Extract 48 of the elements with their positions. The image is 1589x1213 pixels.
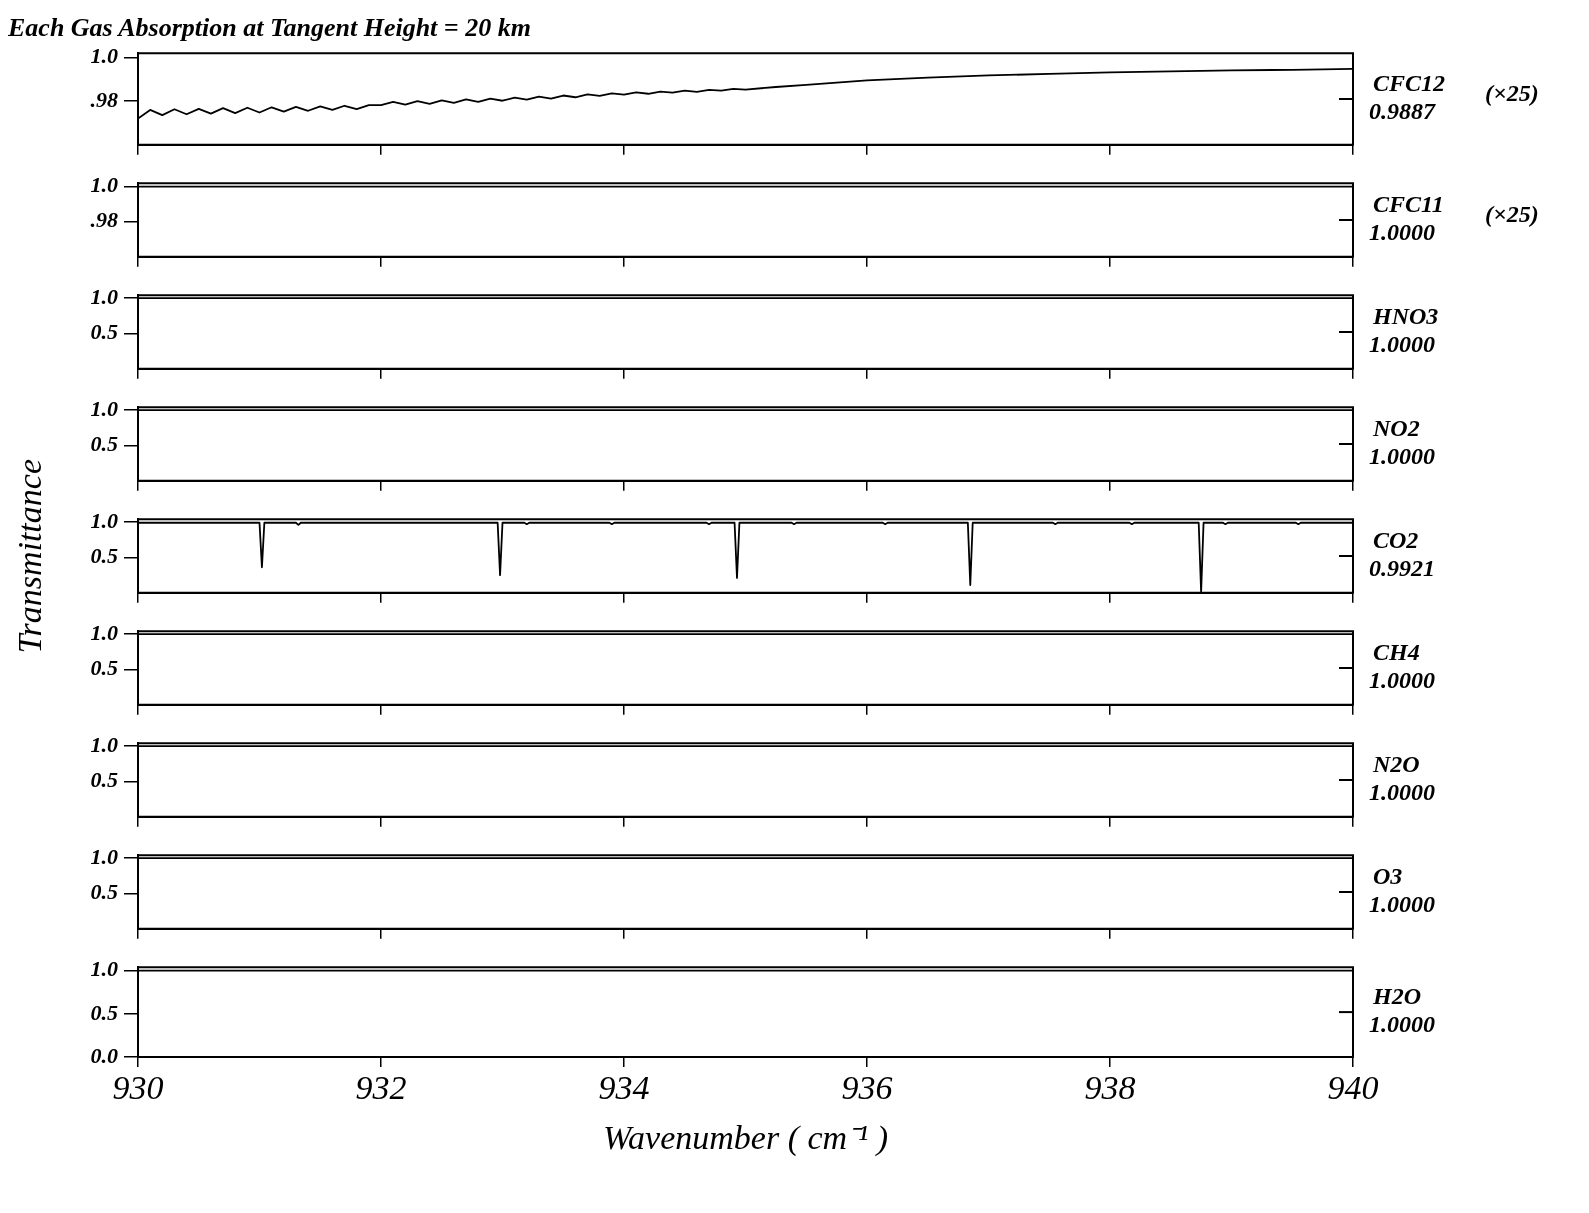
y-tick-label: .98 [90, 207, 118, 233]
y-tick-label: 1.0 [90, 843, 118, 869]
y-tick-label: 0.5 [90, 319, 118, 345]
y-tick-label: 0.5 [90, 655, 118, 681]
y-tick-label: 1.0 [90, 283, 118, 309]
text: 0.9887 [1369, 98, 1436, 125]
text: 1.0000 [1369, 331, 1435, 358]
x-tick-label: 938 [1084, 1069, 1136, 1107]
x-tick-label: 940 [1327, 1069, 1379, 1107]
legend-label: CFC12 [1373, 70, 1446, 97]
text: 1.0000 [1369, 1011, 1435, 1038]
y-tick-label: 1.0 [90, 43, 118, 69]
y-tick-label: 0.0 [90, 1042, 118, 1068]
y-tick-label: 1.0 [90, 956, 118, 982]
legend-label: CO2 [1373, 527, 1419, 554]
chart-title: Each Gas Absorption at Tangent Height = 20 km [7, 13, 531, 43]
x-axis-title: Wavenumber ( cm⁻¹ ) [602, 1118, 889, 1157]
x-tick-label: 932 [355, 1069, 407, 1107]
x-tick-label: 930 [112, 1069, 164, 1107]
text: 0.9921 [1369, 555, 1435, 582]
text: 1.0000 [1369, 667, 1435, 694]
y-tick-label: 1.0 [90, 619, 118, 645]
y-tick-label: 0.5 [90, 431, 118, 457]
y-tick-label: 0.5 [90, 879, 118, 905]
legend-label: O3 [1373, 863, 1403, 890]
y-tick-label: 0.5 [90, 999, 118, 1025]
text: 1.0000 [1369, 891, 1435, 918]
text: (×25) [1485, 201, 1539, 228]
text: 1.0000 [1369, 443, 1435, 470]
y-tick-label: 1.0 [90, 507, 118, 533]
x-tick-label: 936 [841, 1069, 893, 1107]
y-tick-label: 1.0 [90, 395, 118, 421]
x-tick-label: 934 [598, 1069, 650, 1107]
y-tick-label: 1.0 [90, 172, 118, 198]
y-tick-label: 1.0 [90, 731, 118, 757]
legend-label: HNO3 [1372, 303, 1439, 330]
text: 1.0000 [1369, 219, 1435, 246]
legend-label: CH4 [1373, 639, 1420, 666]
legend-label: N2O [1372, 751, 1420, 778]
y-tick-label: .98 [90, 86, 118, 112]
text: 1.0000 [1369, 779, 1435, 806]
legend-label: CFC11 [1373, 191, 1444, 218]
legend-label: H2O [1372, 983, 1421, 1010]
text: (×25) [1485, 80, 1539, 107]
y-tick-label: 0.5 [90, 543, 118, 569]
legend-label: NO2 [1372, 415, 1420, 442]
y-tick-label: 0.5 [90, 767, 118, 793]
y-axis-title: Transmittance [9, 458, 49, 654]
